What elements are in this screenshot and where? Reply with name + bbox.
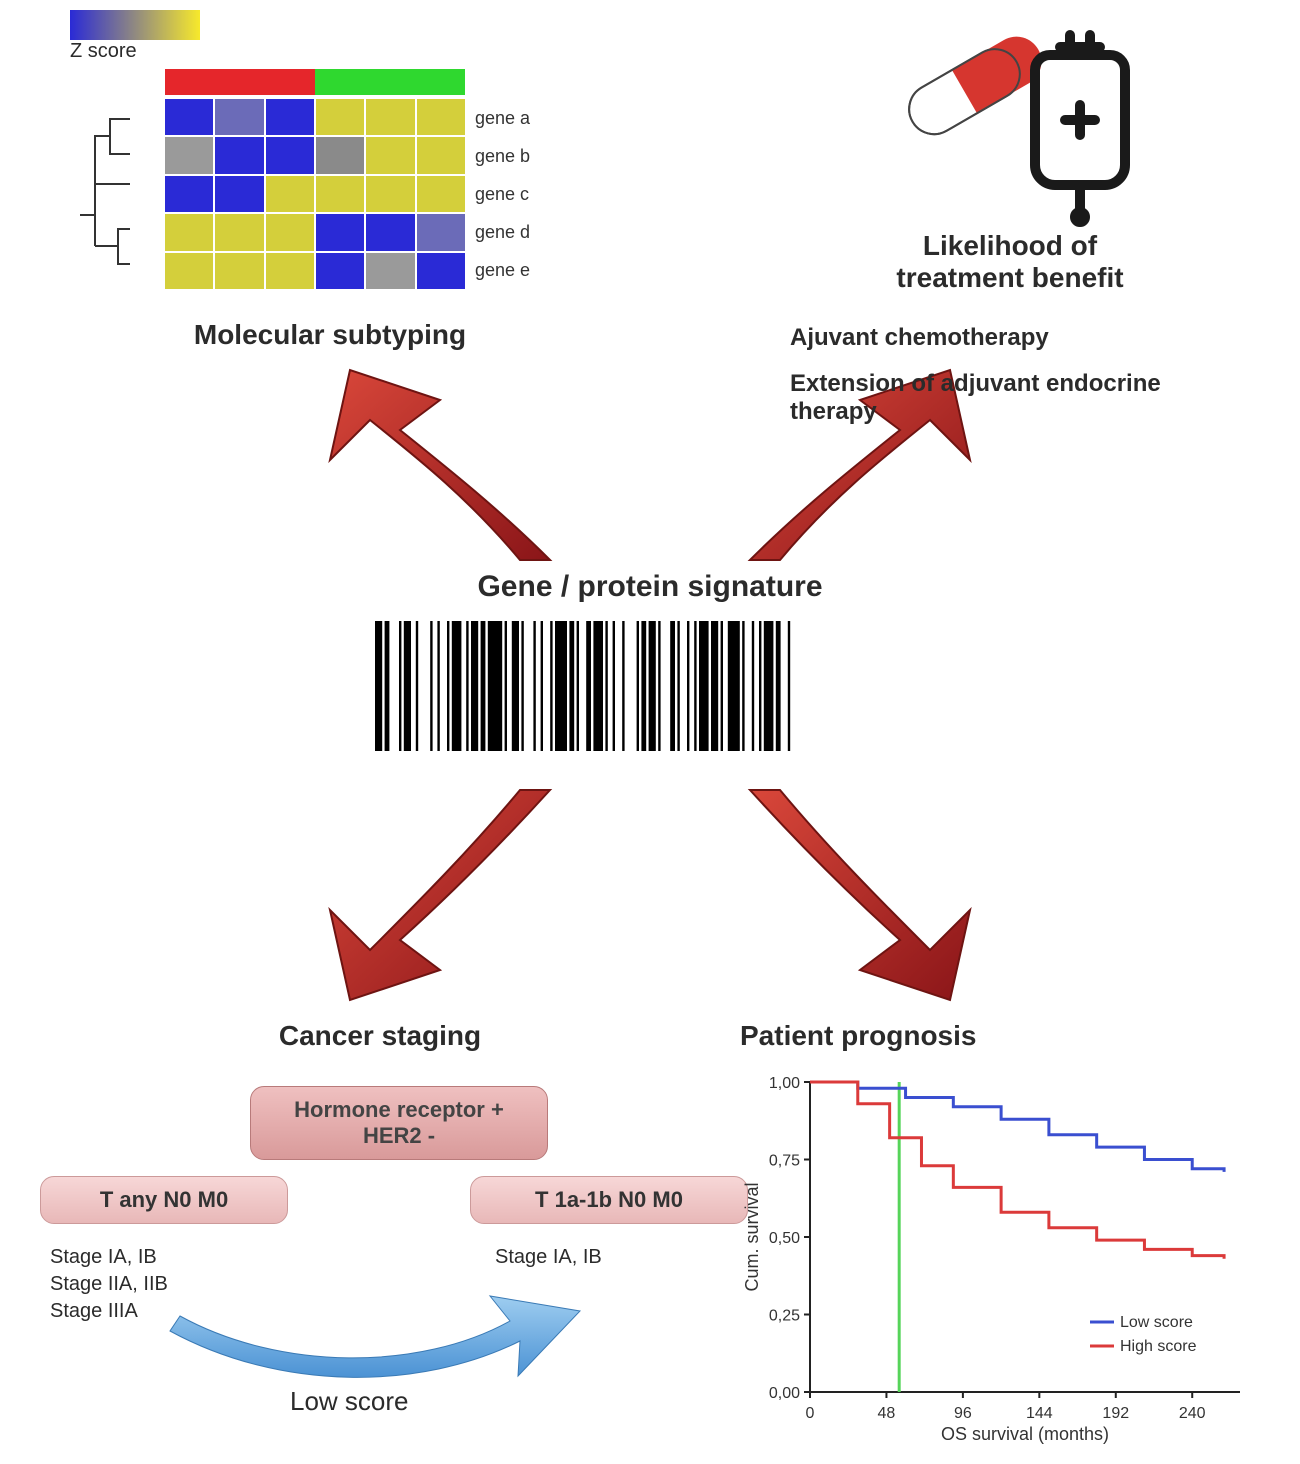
heatmap-cell bbox=[165, 99, 213, 135]
low-score-label: Low score bbox=[290, 1386, 409, 1417]
stage-line: Stage IIIA bbox=[50, 1300, 168, 1323]
heatmap-cell bbox=[165, 214, 213, 250]
prognosis-title: Patient prognosis bbox=[740, 1020, 1280, 1052]
heatmap-cell bbox=[417, 253, 465, 289]
heatmap-cell bbox=[366, 214, 414, 250]
stage-line: Stage IA, IB bbox=[495, 1246, 602, 1269]
heatmap-cell bbox=[316, 137, 364, 173]
heatmap-cell bbox=[266, 176, 314, 212]
svg-text:OS survival (months): OS survival (months) bbox=[941, 1424, 1109, 1444]
heatmap-cell bbox=[316, 99, 364, 135]
heatmap-cell bbox=[266, 253, 314, 289]
pill-ivbag-icon bbox=[870, 30, 1150, 230]
svg-text:0,25: 0,25 bbox=[769, 1308, 800, 1325]
barcode-icon bbox=[370, 616, 930, 756]
gene-label: gene a bbox=[475, 108, 530, 129]
heatmap-cell bbox=[417, 137, 465, 173]
heatmap-cell bbox=[215, 214, 263, 250]
heatmap-cell bbox=[165, 253, 213, 289]
gene-label: gene c bbox=[475, 184, 530, 205]
heatmap bbox=[165, 99, 465, 289]
heatmap-cell bbox=[316, 176, 364, 212]
low-score-arrow-icon bbox=[160, 1276, 590, 1396]
stage-line: Stage IA, IB bbox=[50, 1246, 168, 1269]
svg-text:96: 96 bbox=[954, 1405, 972, 1422]
svg-text:High score: High score bbox=[1120, 1338, 1197, 1355]
svg-text:0,75: 0,75 bbox=[769, 1153, 800, 1170]
zscore-colorbar bbox=[70, 10, 200, 40]
hormone-pill: Hormone receptor + HER2 - bbox=[250, 1086, 548, 1160]
heatmap-cell bbox=[215, 99, 263, 135]
center-title: Gene / protein signature bbox=[350, 570, 950, 604]
cancer-staging: Cancer staging Hormone receptor + HER2 -… bbox=[40, 1020, 720, 1426]
svg-text:192: 192 bbox=[1102, 1405, 1129, 1422]
gene-label: gene e bbox=[475, 260, 530, 281]
heatmap-cell bbox=[215, 253, 263, 289]
svg-text:0,50: 0,50 bbox=[769, 1230, 800, 1247]
molecular-subtyping: Z score gene a gene b gene c gene d gene e M… bbox=[70, 10, 590, 351]
heatmap-cell bbox=[165, 176, 213, 212]
svg-text:Cum. survival: Cum. survival bbox=[742, 1182, 762, 1291]
group-bar bbox=[165, 69, 465, 95]
heatmap-cell bbox=[417, 214, 465, 250]
zscore-label: Z score bbox=[70, 40, 590, 63]
gene-labels: gene a gene b gene c gene d gene e bbox=[475, 99, 530, 289]
heatmap-cell bbox=[266, 99, 314, 135]
heatmap-cell bbox=[215, 176, 263, 212]
svg-text:Low score: Low score bbox=[1120, 1314, 1193, 1331]
heatmap-cell bbox=[366, 253, 414, 289]
heatmap-cell bbox=[417, 99, 465, 135]
heatmap-cell bbox=[417, 176, 465, 212]
treatment-title: Likelihood of treatment benefit bbox=[760, 230, 1260, 294]
svg-text:48: 48 bbox=[878, 1405, 896, 1422]
svg-text:0,00: 0,00 bbox=[769, 1385, 800, 1402]
heatmap-cell bbox=[366, 176, 414, 212]
patient-prognosis: Patient prognosis 1,00 0,75 0,50 0,25 0,00 0 4… bbox=[740, 1020, 1280, 1457]
dendrogram-icon bbox=[70, 99, 160, 299]
heatmap-cell bbox=[165, 137, 213, 173]
heatmap-cell bbox=[266, 214, 314, 250]
survival-chart: 1,00 0,75 0,50 0,25 0,00 0 48 96 144 192 240 Cum. s… bbox=[740, 1072, 1260, 1452]
treatment-line2: Extension of adjuvant endocrine therapy bbox=[760, 370, 1210, 426]
right-stages-list: Stage IA, IB bbox=[495, 1246, 602, 1269]
heatmap-cell bbox=[215, 137, 263, 173]
right-stage-pill: T 1a-1b N0 M0 bbox=[470, 1176, 748, 1224]
molecular-title: Molecular subtyping bbox=[70, 319, 590, 351]
heatmap-cell bbox=[366, 137, 414, 173]
gene-label: gene d bbox=[475, 222, 530, 243]
heatmap-cell bbox=[266, 137, 314, 173]
svg-text:144: 144 bbox=[1026, 1405, 1053, 1422]
center-block: Gene / protein signature bbox=[350, 570, 950, 756]
treatment-line1: Ajuvant chemotherapy bbox=[760, 324, 1260, 352]
svg-text:240: 240 bbox=[1179, 1405, 1206, 1422]
stage-line: Stage IIA, IIB bbox=[50, 1273, 168, 1296]
gene-label: gene b bbox=[475, 146, 530, 167]
treatment-benefit: Likelihood of treatment benefit Ajuvant … bbox=[760, 30, 1260, 426]
left-stages-list: Stage IA, IB Stage IIA, IIB Stage IIIA bbox=[50, 1246, 168, 1327]
heatmap-cell bbox=[366, 99, 414, 135]
svg-text:0: 0 bbox=[806, 1405, 815, 1422]
heatmap-cell bbox=[316, 253, 364, 289]
left-stage-pill: T any N0 M0 bbox=[40, 1176, 288, 1224]
heatmap-cell bbox=[316, 214, 364, 250]
svg-text:1,00: 1,00 bbox=[769, 1075, 800, 1092]
staging-title: Cancer staging bbox=[40, 1020, 720, 1052]
